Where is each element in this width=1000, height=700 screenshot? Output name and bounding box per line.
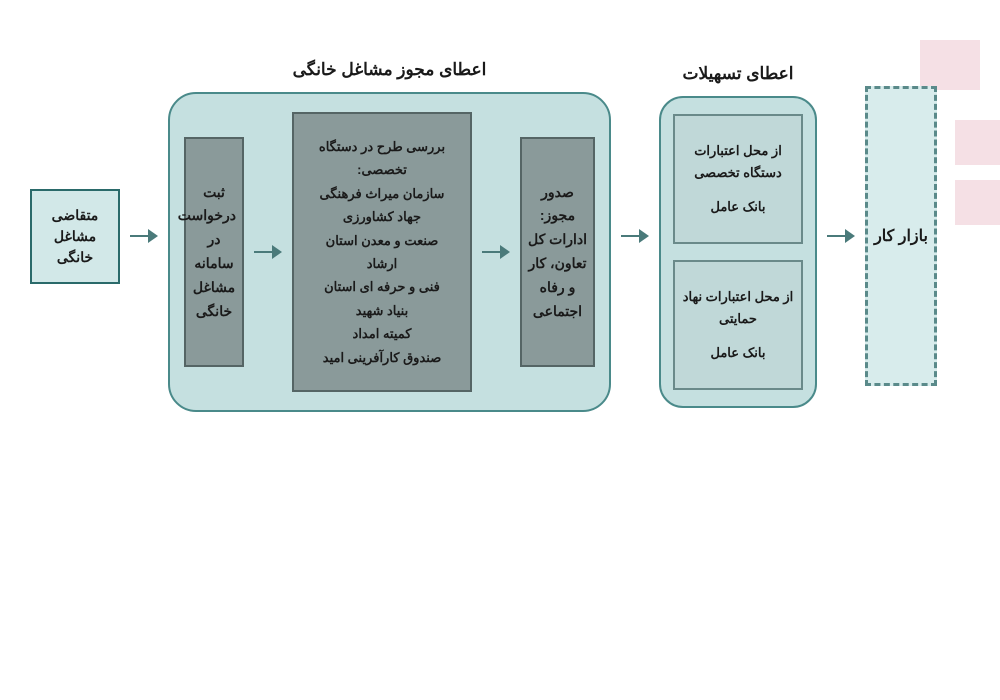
arrow-icon bbox=[130, 229, 158, 243]
facilities-title: اعطای تسهیلات bbox=[682, 64, 793, 84]
flowchart: متقاضی مشاغل خانگی اعطای مجوز مشاغل خانگ… bbox=[30, 60, 970, 412]
start-node: متقاضی مشاغل خانگی bbox=[30, 189, 120, 284]
register-node: ثبت درخواست در سامانه مشاغل خانگی bbox=[184, 137, 244, 367]
issue-body: ادارات کل تعاون، کار و رفاه اجتماعی bbox=[528, 228, 587, 323]
arrow-icon bbox=[254, 245, 282, 259]
review-node: بررسی طرح در دستگاه تخصصی: سازمان میراث … bbox=[292, 112, 472, 392]
facility2-line2: بانک عامل bbox=[681, 342, 795, 364]
review-item: جهاد کشاورزی bbox=[300, 205, 464, 228]
facilities-container: از محل اعتبارات دستگاه تخصصی بانک عامل ا… bbox=[659, 96, 817, 408]
review-item: صندوق کارآفرینی امید bbox=[300, 346, 464, 369]
end-node: بازار کار bbox=[865, 86, 937, 386]
arrow-icon bbox=[827, 229, 855, 243]
issue-node: صدور مجوز: ادارات کل تعاون، کار و رفاه ا… bbox=[520, 137, 595, 367]
start-label: متقاضی مشاغل خانگی bbox=[52, 207, 99, 265]
register-label: ثبت درخواست در سامانه مشاغل خانگی bbox=[192, 181, 236, 324]
review-item: ارشاد bbox=[300, 252, 464, 275]
facility1-line1: از محل اعتبارات دستگاه تخصصی bbox=[681, 140, 795, 184]
issue-header: صدور مجوز: bbox=[528, 181, 587, 229]
permit-container: ثبت درخواست در سامانه مشاغل خانگی بررسی … bbox=[168, 92, 611, 412]
review-item: سازمان میراث فرهنگی bbox=[300, 182, 464, 205]
arrow-icon bbox=[482, 245, 510, 259]
review-header: بررسی طرح در دستگاه تخصصی: bbox=[300, 135, 464, 182]
facilities-section: اعطای تسهیلات از محل اعتبارات دستگاه تخص… bbox=[659, 64, 817, 408]
facility-node-1: از محل اعتبارات دستگاه تخصصی بانک عامل bbox=[673, 114, 803, 244]
arrow-icon bbox=[621, 229, 649, 243]
review-item: فنی و حرفه ای استان bbox=[300, 275, 464, 298]
review-item: کمیته امداد bbox=[300, 322, 464, 345]
end-label: بازار کار bbox=[874, 226, 928, 246]
facility1-line2: بانک عامل bbox=[681, 196, 795, 218]
review-item: صنعت و معدن استان bbox=[300, 229, 464, 252]
facility2-line1: از محل اعتبارات نهاد حمایتی bbox=[681, 286, 795, 330]
facility-node-2: از محل اعتبارات نهاد حمایتی بانک عامل bbox=[673, 260, 803, 390]
permit-section: اعطای مجوز مشاغل خانگی ثبت درخواست در سا… bbox=[168, 60, 611, 412]
review-item: بنیاد شهید bbox=[300, 299, 464, 322]
permit-title: اعطای مجوز مشاغل خانگی bbox=[293, 60, 487, 80]
